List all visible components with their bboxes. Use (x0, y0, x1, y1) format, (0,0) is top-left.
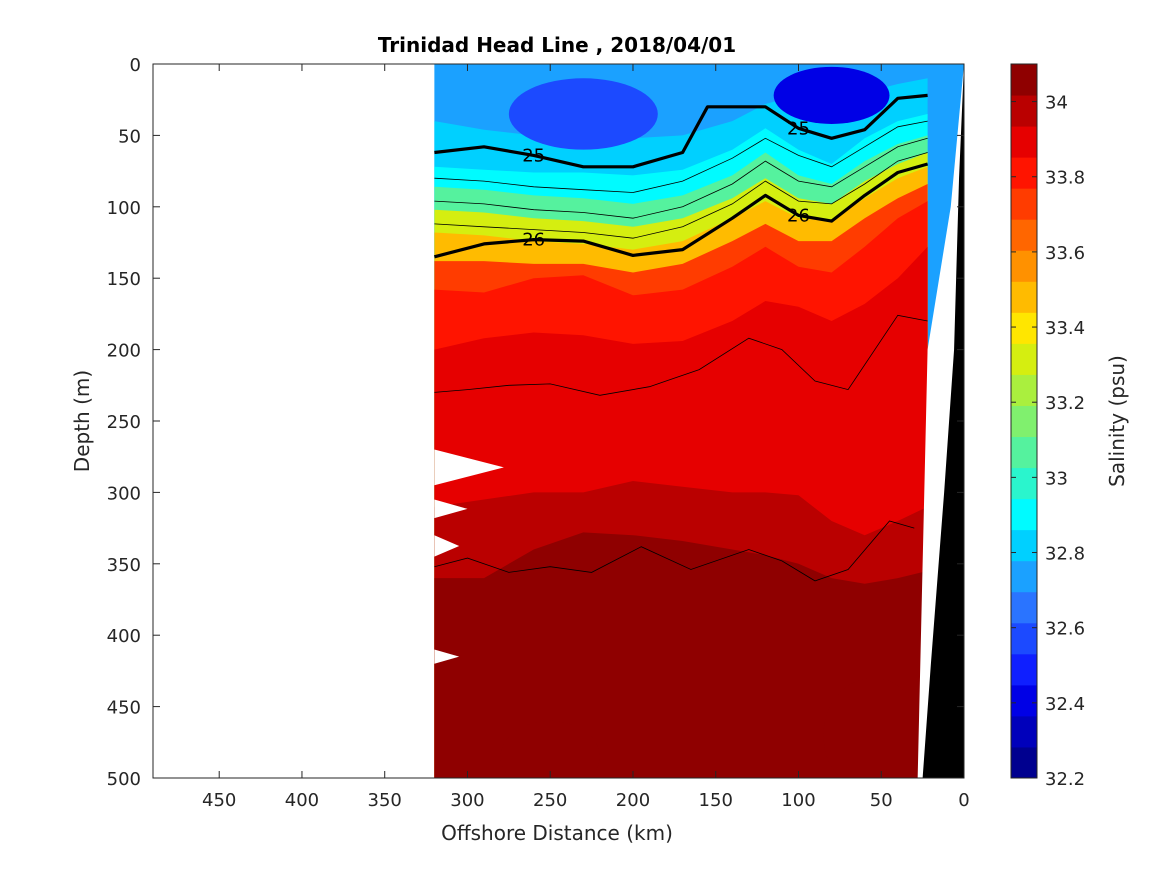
contour-label-26-0: 26 (522, 230, 545, 251)
y-tick-label: 450 (107, 698, 141, 719)
colorbar-tick-label: 33.8 (1045, 168, 1085, 189)
colorbar-label: Salinity (psu) (1105, 355, 1129, 487)
colorbar-tick-label: 32.4 (1045, 694, 1085, 715)
thin-contour-3 (434, 314, 928, 396)
colorbar-tick-label: 33.6 (1045, 243, 1085, 264)
y-tick-label: 200 (107, 341, 141, 362)
colorbar: 32.2 32.4 32.6 32.8 33 33.2 33.4 33.6 33.8 34 (1010, 63, 1085, 790)
colorbar-frame (1010, 63, 1038, 779)
y-tick-label: 500 (107, 769, 141, 790)
colorbar-swatch-9 (1011, 467, 1037, 500)
colorbar-swatch-3 (1011, 653, 1037, 686)
density-contour-25 (434, 93, 928, 169)
colorbar-tick-label: 34 (1045, 93, 1068, 114)
bathymetry (922, 64, 964, 778)
x-tick-label: 200 (616, 790, 650, 811)
colorbar-swatch-18 (1011, 188, 1037, 220)
density-contour-26 (433, 162, 929, 259)
y-tick-label: 100 (107, 198, 141, 219)
colorbar-swatch-20 (1011, 126, 1037, 158)
y-tick-label: 150 (107, 269, 141, 290)
deep-high-1 (823, 678, 923, 778)
colorbar-swatch-13 (1011, 343, 1037, 375)
x-tick-label: 250 (533, 790, 567, 811)
salinity-layer-9 (434, 532, 928, 778)
y-tick-label: 0 (130, 55, 141, 76)
y-tick-label: 250 (107, 412, 141, 433)
x-tick-label: 0 (958, 790, 969, 811)
surface-low-0 (508, 78, 658, 150)
y-tick-label: 50 (118, 126, 141, 147)
colorbar-tick-label: 33 (1045, 468, 1068, 489)
colorbar-swatch-5 (1011, 591, 1037, 624)
x-tick-label: 300 (450, 790, 484, 811)
chart-title: Trinidad Head Line , 2018/04/01 (378, 33, 736, 57)
x-tick-label: 50 (870, 790, 893, 811)
colorbar-tick-label: 32.2 (1045, 769, 1085, 790)
colorbar-swatch-0 (1011, 746, 1037, 779)
x-tick-label: 400 (285, 790, 319, 811)
data-gap-2 (434, 535, 460, 557)
x-axis: 450 400 350 300 250 200 150 100 50 0 (202, 64, 970, 811)
x-axis-label: Offshore Distance (km) (441, 821, 673, 845)
x-tick-label: 100 (781, 790, 815, 811)
data-gap-3 (434, 649, 460, 664)
colorbar-swatch-22 (1011, 64, 1037, 96)
thin-contour-4 (434, 520, 915, 582)
colorbar-swatch-19 (1011, 157, 1037, 189)
data-gap-1 (434, 499, 468, 519)
colorbar-swatch-7 (1011, 529, 1037, 562)
colorbar-swatch-11 (1011, 405, 1037, 438)
x-tick-label: 350 (368, 790, 402, 811)
colorbar-swatch-2 (1011, 684, 1037, 717)
colorbar-swatch-12 (1011, 374, 1037, 406)
thin-contour-2 (434, 152, 928, 239)
colorbar-swatch-16 (1011, 250, 1037, 282)
contour-label-26-1: 26 (787, 205, 810, 226)
thin-contour-0 (434, 120, 928, 193)
bathymetry-shelf (922, 64, 964, 778)
colorbar-swatch-6 (1011, 560, 1037, 593)
colorbar-swatch-15 (1011, 281, 1037, 313)
y-tick-label: 400 (107, 626, 141, 647)
x-tick-label: 450 (202, 790, 236, 811)
colorbar-swatch-8 (1011, 498, 1037, 531)
colorbar-swatch-14 (1011, 312, 1037, 344)
colorbar-tick-label: 33.2 (1045, 393, 1085, 414)
colorbar-swatch-21 (1011, 95, 1037, 127)
salinity-fill (434, 64, 964, 778)
y-tick-label: 300 (107, 483, 141, 504)
colorbar-swatch-10 (1011, 436, 1037, 469)
colorbar-tick-label: 32.6 (1045, 619, 1085, 640)
x-tick-label: 150 (699, 790, 733, 811)
plot-area: 25 25 26 26 (433, 64, 964, 778)
y-axis: 0 50 100 150 200 250 300 350 400 450 500 (107, 55, 964, 790)
colorbar-swatch-17 (1011, 219, 1037, 251)
surface-low-1 (773, 66, 890, 124)
colorbar-tick-label: 32.8 (1045, 544, 1085, 565)
density-contours: 25 25 26 26 (433, 93, 929, 582)
data-gap-0 (434, 449, 504, 486)
thin-contour-1 (434, 137, 928, 219)
deep-high-0 (500, 720, 600, 778)
colorbar-tick-label: 33.4 (1045, 318, 1085, 339)
y-axis-label: Depth (m) (70, 370, 94, 472)
colorbar-swatch-1 (1011, 715, 1037, 748)
y-tick-label: 350 (107, 555, 141, 576)
contour-label-25-0: 25 (522, 145, 545, 166)
contour-label-25-1: 25 (787, 118, 810, 139)
